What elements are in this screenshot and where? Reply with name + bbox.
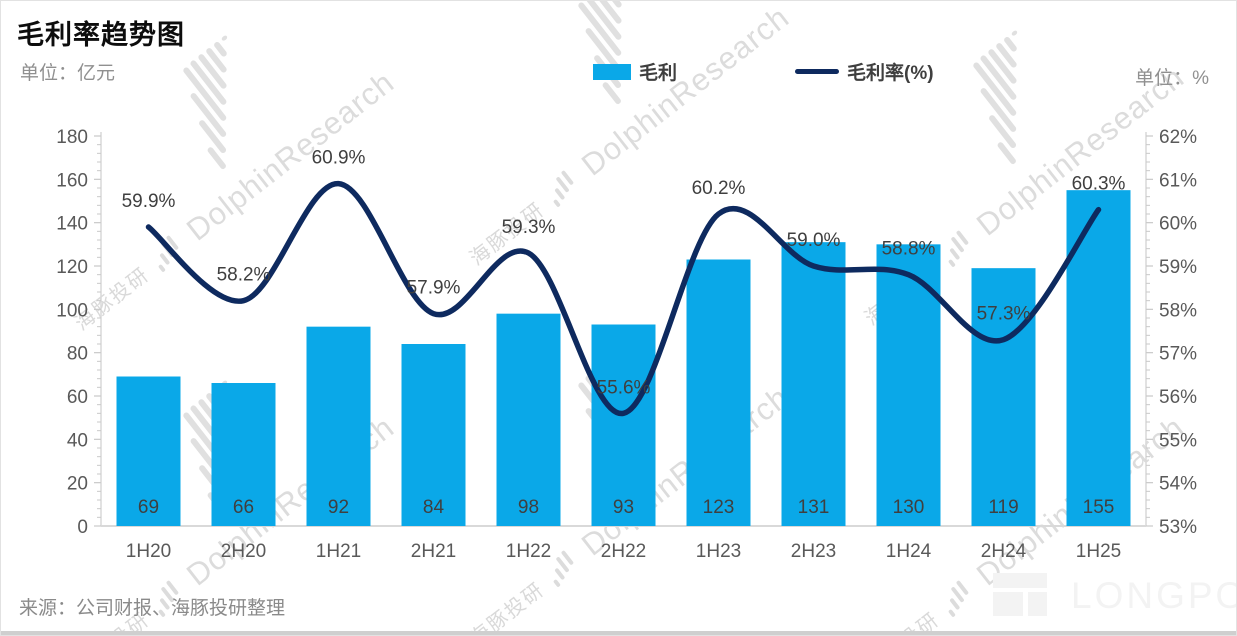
longport-logo-icon	[993, 573, 1049, 619]
right-axis-tick-label: 61%	[1159, 170, 1197, 191]
bar-value-label: 119	[988, 497, 1018, 518]
left-axis-tick-label: 40	[67, 430, 88, 451]
x-axis-category-label: 2H21	[411, 541, 456, 562]
bar-value-label: 123	[703, 497, 735, 518]
x-axis-category-label: 1H25	[1076, 541, 1121, 562]
bar	[781, 242, 846, 526]
left-axis-tick-label: 100	[56, 300, 88, 321]
x-axis-category-label: 1H23	[696, 541, 741, 562]
line-point-label: 59.0%	[787, 230, 841, 251]
left-axis-tick-label: 20	[67, 474, 88, 495]
left-axis-tick-label: 0	[77, 517, 88, 538]
right-axis-tick-label: 55%	[1159, 430, 1197, 451]
x-axis-category-label: 1H21	[316, 541, 361, 562]
x-axis-category-label: 2H24	[981, 541, 1027, 562]
right-axis-tick-label: 57%	[1159, 344, 1197, 365]
bar-value-label: 155	[1083, 497, 1115, 518]
right-axis-tick-label: 54%	[1159, 474, 1197, 495]
line-point-label: 57.3%	[977, 304, 1031, 325]
line-point-label: 59.9%	[122, 191, 176, 212]
x-axis-category-label: 2H22	[601, 541, 646, 562]
bar	[686, 259, 751, 526]
left-axis-tick-label: 160	[56, 170, 88, 191]
right-axis-tick-label: 59%	[1159, 257, 1197, 278]
longport-logo-text: LONGPORT	[1071, 575, 1236, 616]
bar	[401, 344, 466, 526]
left-axis-tick-label: 180	[56, 127, 88, 148]
line-point-label: 60.3%	[1072, 174, 1126, 195]
left-axis-tick-label: 140	[56, 214, 88, 235]
right-axis-tick-label: 60%	[1159, 214, 1197, 235]
bar-value-label: 131	[798, 497, 830, 518]
line-point-label: 58.8%	[882, 239, 936, 260]
right-axis-tick-label: 53%	[1159, 517, 1197, 538]
bar	[306, 326, 371, 526]
right-axis-tick-label: 58%	[1159, 300, 1197, 321]
bar-value-label: 130	[893, 497, 925, 518]
right-axis-tick-label: 56%	[1159, 387, 1197, 408]
bar-value-label: 92	[328, 497, 349, 518]
line-point-label: 59.3%	[502, 217, 556, 238]
x-axis-category-label: 2H23	[791, 541, 836, 562]
line-point-label: 57.9%	[407, 278, 461, 299]
left-axis-tick-label: 80	[67, 344, 88, 365]
left-axis-tick-label: 60	[67, 387, 88, 408]
longport-logo: LONGPORT	[993, 573, 1236, 619]
bar-value-label: 66	[233, 497, 254, 518]
bar-value-label: 93	[613, 497, 634, 518]
x-axis-category-label: 1H20	[126, 541, 171, 562]
line-point-label: 60.2%	[692, 178, 746, 199]
bar-value-label: 84	[423, 497, 445, 518]
line-point-label: 60.9%	[312, 148, 366, 169]
x-axis-category-label: 1H22	[506, 541, 551, 562]
line-point-label: 55.6%	[597, 377, 651, 398]
line-point-label: 58.2%	[217, 265, 271, 286]
bar	[1066, 190, 1131, 526]
bar	[116, 376, 181, 526]
x-axis-category-label: 1H24	[886, 541, 932, 562]
x-axis-category-label: 2H20	[221, 541, 266, 562]
right-axis-tick-label: 62%	[1159, 127, 1197, 148]
bar	[496, 313, 561, 526]
source-note: 来源：公司财报、海豚投研整理	[19, 598, 286, 619]
bar-value-label: 98	[518, 497, 539, 518]
bottom-divider	[1, 631, 1236, 635]
bar-value-label: 69	[138, 497, 159, 518]
bar	[591, 324, 656, 526]
left-axis-tick-label: 120	[56, 257, 88, 278]
